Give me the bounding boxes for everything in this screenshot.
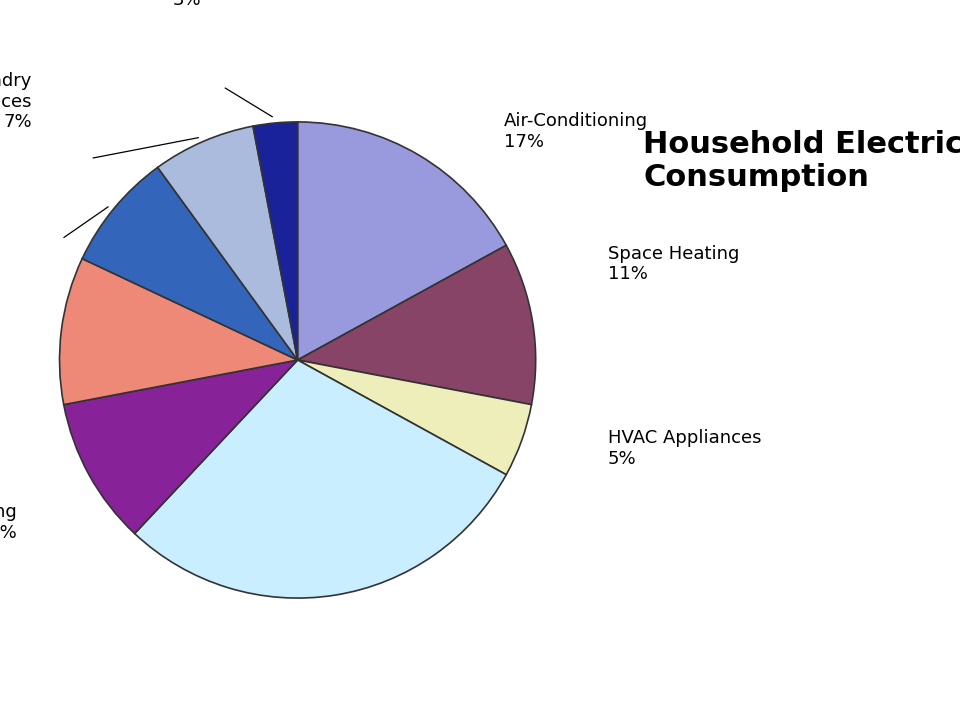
Text: Air-Conditioning
17%: Air-Conditioning 17% bbox=[504, 112, 648, 150]
Wedge shape bbox=[60, 258, 298, 405]
Text: Water Heating
10%: Water Heating 10% bbox=[0, 503, 17, 541]
Wedge shape bbox=[83, 167, 298, 360]
Text: Household Electricity
Consumption: Household Electricity Consumption bbox=[643, 130, 960, 192]
Text: HVAC Appliances
5%: HVAC Appliances 5% bbox=[608, 429, 761, 468]
Wedge shape bbox=[253, 122, 298, 360]
Wedge shape bbox=[157, 126, 298, 360]
Wedge shape bbox=[298, 122, 506, 360]
Wedge shape bbox=[298, 246, 536, 405]
Text: Laundry
Appliances
7%: Laundry Appliances 7% bbox=[0, 72, 32, 132]
Text: Other Equipment
3%: Other Equipment 3% bbox=[47, 0, 202, 9]
Wedge shape bbox=[134, 360, 506, 598]
Wedge shape bbox=[63, 360, 298, 534]
Wedge shape bbox=[298, 360, 532, 474]
Text: Space Heating
11%: Space Heating 11% bbox=[608, 245, 739, 284]
